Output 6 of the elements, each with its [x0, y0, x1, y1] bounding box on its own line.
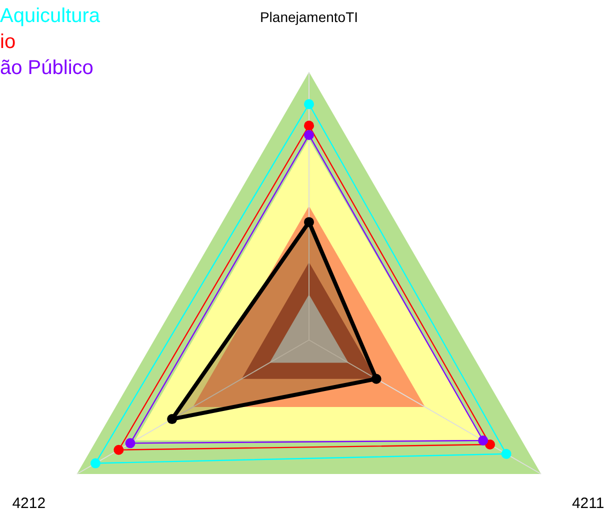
- spoke-label: 4211: [572, 495, 604, 512]
- text: Aquicultura: [0, 5, 101, 27]
- text: ão Público: [0, 57, 94, 79]
- spoke-label: PlanejamentoTI: [260, 9, 358, 25]
- text: io: [0, 31, 16, 53]
- spoke-label: 4212: [12, 495, 46, 512]
